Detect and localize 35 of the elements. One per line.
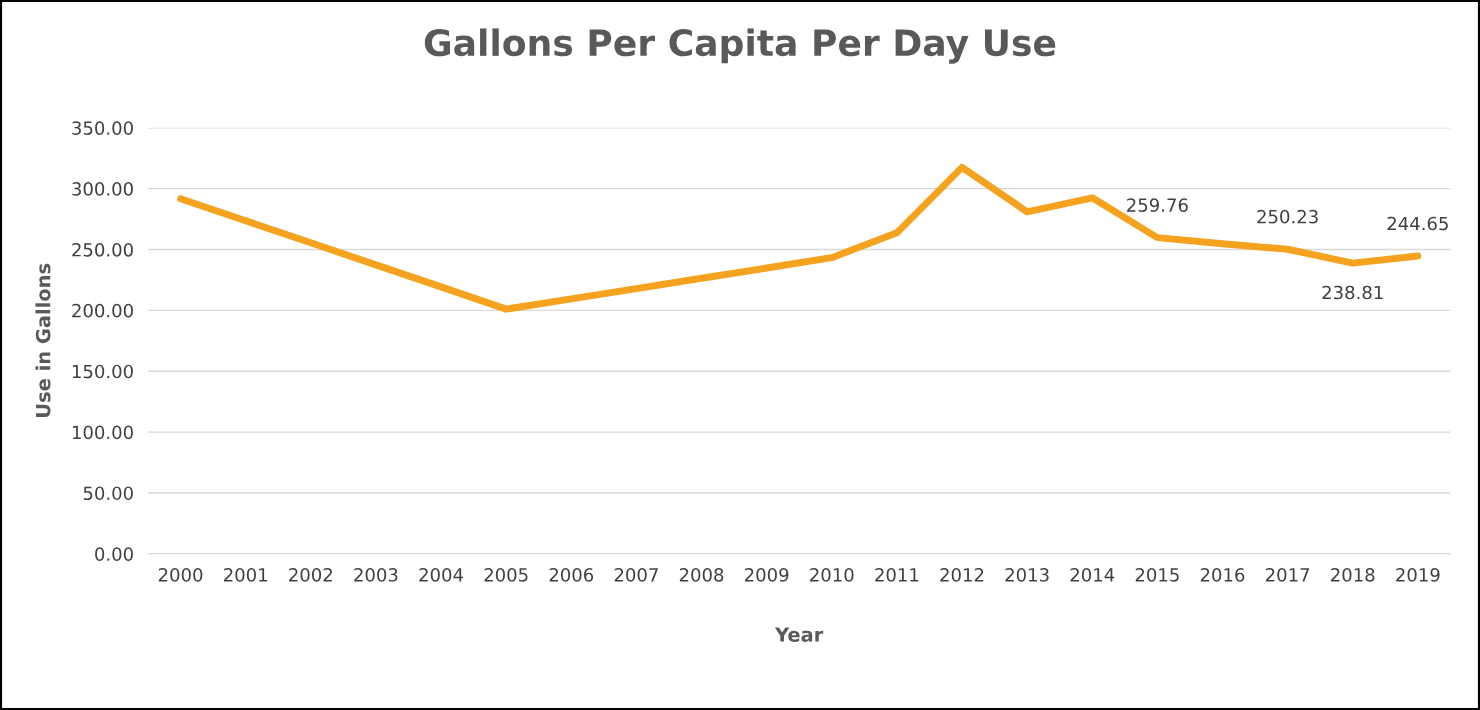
x-tick-label: 2018 [1331,568,1375,582]
x-tick-label: 2012 [940,568,984,582]
x-tick-label: 2006 [549,568,594,582]
x-tick-label: 2014 [1070,568,1115,582]
x-tick-label: 2017 [1265,568,1310,582]
y-tick-label: 300.00 [72,182,133,196]
data-label: 259.76 [1127,198,1188,212]
x-tick-label: 2003 [354,568,398,582]
data-label: 244.65 [1387,216,1448,231]
y-tick-label: 200.00 [72,303,133,318]
x-tick-label: 2002 [289,568,332,582]
data-label: 238.81 [1322,285,1383,300]
x-tick-label: 2015 [1135,568,1179,582]
y-tick-label: 250.00 [72,242,133,257]
x-tick-label: 2004 [419,568,463,582]
x-tick-label: 2013 [1005,568,1049,582]
x-tick-label: 2009 [744,568,789,582]
x-tick-label: 2019 [1396,568,1440,582]
x-tick-label: 2005 [484,568,528,582]
y-tick-label: 350.00 [72,121,133,135]
y-tick-label: 150.00 [72,364,133,379]
y-axis-title: Use in Gallons [35,263,51,417]
x-tick-label: 2007 [614,568,658,582]
y-tick-label: 100.00 [72,425,133,440]
y-tick-label: 50.00 [83,486,133,501]
y-tick-label: 0.00 [95,547,133,561]
x-tick-label: 2011 [875,568,919,582]
x-tick-label: 2001 [224,568,267,582]
x-tick-label: 2010 [810,568,854,582]
x-tick-label: 2000 [158,568,203,582]
x-axis-title: Year [774,627,824,642]
data-label: 250.23 [1257,209,1318,224]
x-tick-label: 2008 [679,568,724,582]
chart-title: Gallons Per Capita Per Day Use [424,28,1056,64]
x-tick-label: 2016 [1200,568,1245,582]
